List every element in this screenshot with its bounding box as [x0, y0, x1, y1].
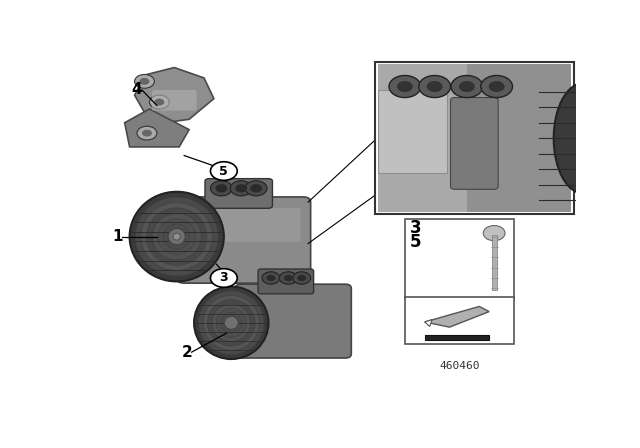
FancyBboxPatch shape — [451, 98, 498, 190]
Ellipse shape — [152, 213, 201, 260]
Ellipse shape — [554, 83, 613, 194]
Polygon shape — [425, 319, 432, 327]
Circle shape — [284, 275, 292, 281]
Circle shape — [154, 99, 164, 105]
Circle shape — [150, 95, 169, 109]
Circle shape — [245, 181, 267, 196]
Bar — [378, 64, 571, 212]
Text: 5: 5 — [410, 233, 421, 251]
Ellipse shape — [207, 300, 255, 346]
Circle shape — [216, 184, 227, 193]
Circle shape — [137, 126, 157, 140]
Bar — [378, 64, 467, 212]
Ellipse shape — [147, 208, 207, 265]
Text: 4: 4 — [132, 82, 142, 98]
Text: 5: 5 — [220, 164, 228, 177]
Circle shape — [250, 184, 262, 193]
Circle shape — [134, 74, 154, 88]
Ellipse shape — [225, 316, 238, 329]
Ellipse shape — [168, 228, 186, 245]
Ellipse shape — [141, 202, 212, 271]
Bar — [425, 335, 489, 340]
Circle shape — [297, 275, 306, 281]
Ellipse shape — [169, 229, 184, 244]
Ellipse shape — [221, 313, 242, 333]
Circle shape — [481, 76, 513, 98]
Ellipse shape — [129, 192, 224, 281]
Bar — [492, 235, 497, 290]
FancyBboxPatch shape — [236, 284, 351, 358]
Ellipse shape — [216, 308, 246, 337]
Bar — [405, 297, 514, 344]
Ellipse shape — [194, 287, 269, 359]
FancyBboxPatch shape — [258, 269, 314, 294]
Polygon shape — [425, 306, 489, 327]
Circle shape — [230, 181, 252, 196]
Bar — [405, 220, 514, 299]
Polygon shape — [125, 109, 189, 147]
Circle shape — [459, 81, 475, 92]
Circle shape — [280, 272, 297, 284]
Circle shape — [419, 76, 451, 98]
Circle shape — [262, 272, 280, 284]
Circle shape — [211, 181, 232, 196]
Circle shape — [236, 184, 247, 193]
Ellipse shape — [198, 291, 264, 355]
Polygon shape — [134, 68, 214, 123]
Circle shape — [266, 275, 275, 281]
FancyBboxPatch shape — [205, 179, 273, 208]
Circle shape — [142, 129, 152, 137]
Circle shape — [427, 81, 443, 92]
Ellipse shape — [135, 197, 218, 276]
Ellipse shape — [173, 233, 180, 240]
FancyBboxPatch shape — [177, 197, 310, 283]
Text: 2: 2 — [181, 345, 192, 360]
Circle shape — [389, 76, 420, 98]
FancyBboxPatch shape — [152, 90, 196, 111]
Text: 3: 3 — [410, 219, 422, 237]
Circle shape — [489, 81, 504, 92]
Ellipse shape — [203, 295, 260, 350]
Bar — [378, 90, 447, 173]
FancyBboxPatch shape — [187, 208, 301, 242]
Text: 3: 3 — [220, 271, 228, 284]
Ellipse shape — [158, 219, 196, 254]
Bar — [375, 62, 573, 214]
Text: 460460: 460460 — [439, 361, 480, 371]
Text: 1: 1 — [112, 229, 122, 244]
Ellipse shape — [164, 224, 190, 249]
Circle shape — [140, 78, 150, 85]
Circle shape — [483, 225, 505, 241]
Ellipse shape — [212, 304, 251, 342]
Circle shape — [211, 162, 237, 181]
Circle shape — [211, 269, 237, 287]
Circle shape — [292, 272, 310, 284]
Circle shape — [451, 76, 483, 98]
Ellipse shape — [225, 317, 237, 329]
Circle shape — [397, 81, 413, 92]
